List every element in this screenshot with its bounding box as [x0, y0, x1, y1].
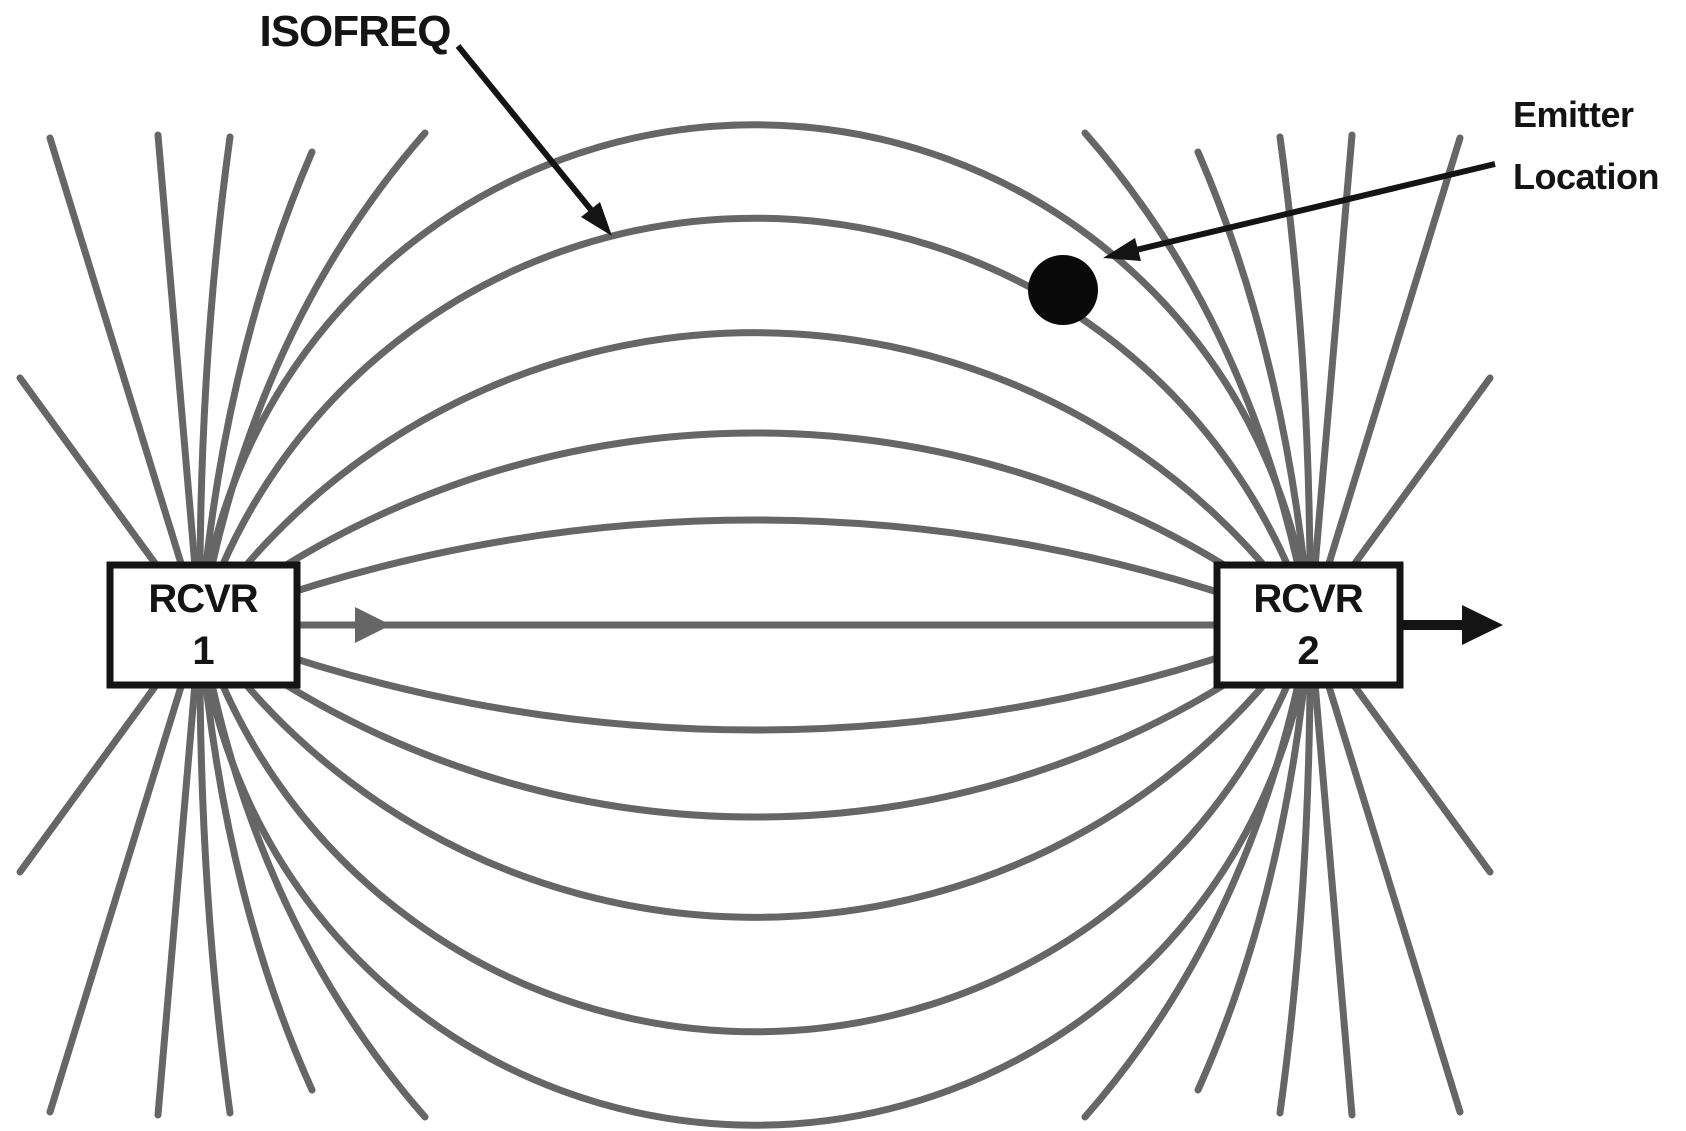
- rcvr-1-label: RCVR: [148, 577, 258, 621]
- field-ray: [196, 621, 429, 1121]
- isofreq-contour: [196, 214, 1314, 629]
- isofreq-contour: [196, 621, 1314, 921]
- field-ray: [196, 148, 316, 629]
- isofreq-contour: [196, 621, 1314, 1129]
- field-ray: [1081, 129, 1314, 629]
- isofreq-contour: [196, 621, 1314, 1036]
- field-ray: [154, 131, 204, 629]
- field-ray: [46, 134, 204, 629]
- field-ray: [1081, 621, 1314, 1121]
- isofreq-contours-lower: [196, 621, 1314, 1129]
- field-ray: [1194, 148, 1314, 629]
- rcvr-1-number: 1: [192, 629, 214, 673]
- field-ray: [1306, 621, 1464, 1116]
- field-ray: [1276, 133, 1314, 629]
- rays-receiver-1: [16, 129, 429, 1121]
- isofreq-contour: [196, 516, 1314, 629]
- rcvr-2-number: 2: [1297, 629, 1318, 673]
- field-ray: [1306, 131, 1356, 629]
- emitter-dot: [1028, 255, 1098, 325]
- isofreq-arrowhead-icon: [581, 202, 612, 236]
- isofreq-arrow-shaft: [455, 44, 595, 213]
- field-ray: [1306, 621, 1356, 1119]
- field-ray: [196, 133, 234, 629]
- emitter-location-label-line1: Emitter: [1513, 94, 1634, 135]
- isofreq-contour: [196, 429, 1314, 629]
- field-ray: [154, 621, 204, 1119]
- rcvr-2-label: RCVR: [1253, 577, 1363, 621]
- isofreq-contour: [196, 121, 1314, 629]
- isofreq-contour: [196, 329, 1314, 629]
- isofreq-label: ISOFREQ: [259, 7, 450, 56]
- baseline-arrowhead-icon: [355, 607, 391, 643]
- emitter-location-label-line2: Location: [1513, 156, 1659, 197]
- field-ray: [1276, 621, 1314, 1117]
- field-ray: [46, 621, 204, 1116]
- emitter-arrowhead-icon: [1103, 238, 1141, 261]
- field-ray: [196, 621, 316, 1094]
- rcvr-1-box: [106, 561, 301, 689]
- isofreq-contour: [196, 621, 1314, 821]
- field-ray: [196, 129, 429, 629]
- isofreq-contour: [196, 621, 1314, 734]
- field-ray: [1194, 621, 1314, 1094]
- isofreq-contours-upper: [196, 121, 1314, 629]
- output-arrowhead-icon: [1462, 605, 1503, 645]
- emitter-arrow-shaft: [1135, 161, 1496, 253]
- field-ray: [196, 621, 234, 1117]
- field-ray: [1306, 134, 1464, 629]
